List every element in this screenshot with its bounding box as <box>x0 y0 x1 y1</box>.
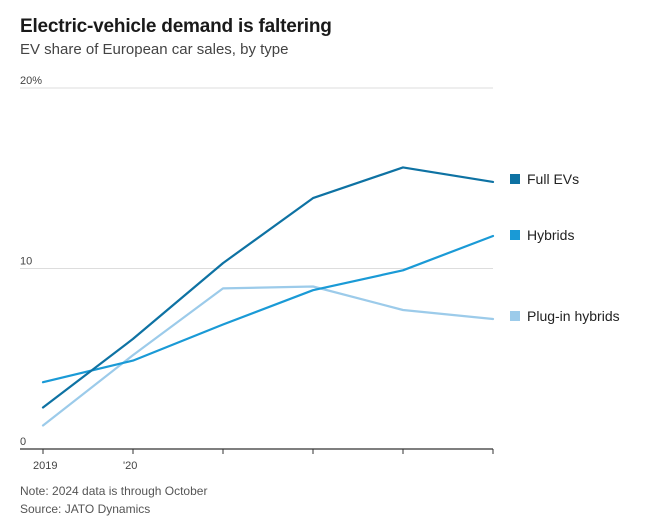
chart-title: Electric-vehicle demand is faltering <box>20 16 332 37</box>
series-line-full-evs <box>41 166 495 409</box>
x-tick-label-2019: 2019 <box>33 460 57 472</box>
y-tick-label-0: 0 <box>20 436 26 448</box>
y-tick-label-20: 20% <box>20 75 42 87</box>
chart-subtitle: EV share of European car sales, by type <box>20 41 289 58</box>
source-note: Source: JATO Dynamics <box>20 502 151 516</box>
data-series <box>41 166 495 427</box>
legend-label-plug-in-hybrids: Plug-in hybrids <box>527 308 620 324</box>
y-axis-ticks: 0 10 20% <box>20 75 42 448</box>
series-line-plug-in-hybrids <box>41 285 495 427</box>
legend-label-full-evs: Full EVs <box>527 171 579 187</box>
x-tick-label-2020: '20 <box>123 460 137 472</box>
legend-swatch-full-evs <box>510 174 520 184</box>
legend: Full EVs Hybrids Plug-in hybrids <box>510 171 620 324</box>
y-tick-label-10: 10 <box>20 256 32 268</box>
legend-swatch-plug-in-hybrids <box>510 311 520 321</box>
x-axis: 2019 '20 <box>20 448 494 472</box>
series-line-hybrids <box>41 234 495 384</box>
gridlines <box>20 87 493 269</box>
legend-swatch-hybrids <box>510 230 520 240</box>
footnote: Note: 2024 data is through October <box>20 484 208 498</box>
legend-label-hybrids: Hybrids <box>527 227 574 243</box>
